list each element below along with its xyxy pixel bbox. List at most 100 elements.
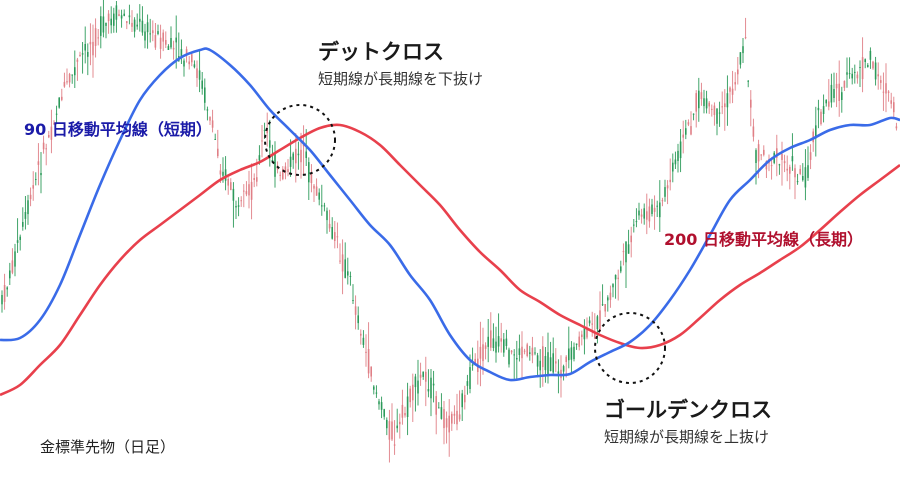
candle-body — [55, 113, 58, 115]
candle-body — [843, 80, 846, 88]
candle-body — [157, 31, 159, 34]
candle-body — [219, 170, 222, 175]
candle-body — [198, 70, 201, 80]
candle-body — [321, 205, 323, 207]
candle-body — [479, 346, 482, 359]
candle-body — [705, 98, 708, 109]
candle-body — [149, 33, 151, 35]
candle-body — [217, 148, 219, 157]
candle-body — [11, 260, 14, 273]
candle-body — [253, 178, 255, 180]
candle-body — [406, 396, 409, 417]
candle-body — [396, 425, 398, 429]
candle-body — [687, 122, 690, 125]
candle-body — [731, 88, 734, 95]
candle-body — [682, 134, 684, 138]
candle-body — [627, 244, 630, 254]
candle-body — [734, 82, 736, 85]
candle-body — [778, 164, 781, 166]
candle-body — [393, 444, 396, 446]
candle-body — [237, 205, 240, 207]
candle-body — [841, 92, 843, 100]
ma200-line — [0, 123, 900, 397]
golden-cross-subtitle: 短期線が長期線を上抜け — [604, 428, 770, 446]
candle-body — [531, 347, 534, 356]
candle-body — [471, 364, 474, 366]
golden-cross-title: ゴールデンクロス — [604, 398, 772, 422]
candle-body — [126, 21, 128, 23]
candle-body — [263, 130, 266, 132]
candle-body — [869, 50, 872, 60]
candle-body — [172, 47, 175, 50]
candle-body — [370, 366, 372, 377]
candle-body — [40, 173, 42, 176]
candle-body — [386, 419, 388, 429]
candle-body — [695, 93, 697, 112]
candle-body — [326, 210, 328, 221]
candle-body — [625, 241, 627, 263]
candle-body — [609, 292, 612, 300]
candle-body — [861, 57, 864, 80]
candle-body — [310, 173, 313, 183]
candle-body — [547, 352, 549, 375]
candle-body — [162, 32, 164, 42]
candle-body — [466, 381, 469, 386]
dead-cross-title: デットクロス — [318, 40, 444, 64]
candle-body — [352, 300, 354, 301]
candle-body — [817, 107, 820, 111]
candle-body — [838, 83, 840, 101]
candle-body — [763, 149, 765, 155]
candle-body — [388, 421, 391, 440]
candle-body — [729, 87, 731, 92]
candle-body — [474, 358, 476, 364]
candle-body — [812, 131, 814, 143]
candle-body — [760, 154, 762, 156]
candle-body — [146, 22, 149, 33]
candle-body — [365, 351, 367, 353]
candle-body — [139, 18, 141, 22]
candle-body — [76, 59, 79, 62]
candlesticks — [1, 0, 898, 463]
candle-body — [354, 306, 357, 315]
candle-body — [674, 159, 677, 165]
candle-body — [344, 259, 346, 278]
dead-cross-subtitle: 短期線が長期線を下抜け — [318, 70, 484, 88]
candle-body — [661, 200, 664, 202]
candle-body — [765, 161, 768, 170]
candle-body — [573, 346, 575, 360]
candle-body — [781, 154, 783, 160]
candle-body — [846, 72, 848, 75]
candle-body — [45, 148, 47, 150]
candle-body — [882, 91, 885, 93]
candle-body — [14, 251, 16, 267]
candle-body — [815, 125, 817, 139]
candle-body — [633, 224, 635, 226]
candle-body — [518, 348, 521, 355]
candle-body — [136, 24, 138, 27]
candle-body — [601, 304, 604, 306]
candle-body — [825, 100, 827, 104]
candle-body — [419, 374, 422, 378]
candle-body — [211, 120, 214, 128]
candle-body — [565, 356, 567, 362]
candle-body — [651, 204, 653, 214]
candle-body — [867, 65, 869, 68]
candle-body — [578, 336, 580, 347]
candle-body — [331, 227, 333, 239]
candle-body — [235, 206, 237, 208]
candle-body — [3, 285, 6, 302]
candle-body — [568, 348, 570, 361]
candle-body — [165, 40, 167, 45]
candle-body — [536, 355, 539, 367]
candle-body — [133, 19, 136, 32]
candle-body — [16, 240, 19, 243]
candle-body — [336, 236, 339, 238]
candle-body — [503, 339, 505, 353]
candle-body — [328, 223, 331, 229]
candle-body — [71, 74, 73, 76]
candle-body — [747, 80, 749, 82]
candle-body — [318, 192, 320, 200]
candle-body — [417, 380, 419, 394]
candle-body — [245, 191, 248, 195]
